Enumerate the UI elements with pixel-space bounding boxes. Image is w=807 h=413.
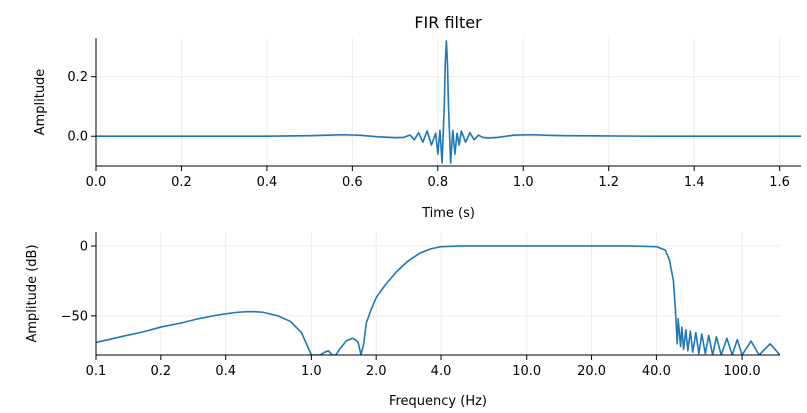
figure-title: FIR filter bbox=[414, 13, 482, 32]
x-tick-4: 0.8 bbox=[427, 166, 448, 190]
x-tick-label-3: 0.6 bbox=[342, 175, 363, 190]
y-tick-1: 0.2 bbox=[67, 70, 96, 85]
x-tick-7: 1.4 bbox=[684, 166, 705, 190]
x-tick-8: 40.0 bbox=[642, 355, 671, 379]
x-tick-0: 0.1 bbox=[86, 355, 107, 379]
x-tick-7: 20.0 bbox=[577, 355, 606, 379]
x-tick-label-6: 1.2 bbox=[598, 175, 619, 190]
y-tick-label-0: 0 bbox=[80, 239, 88, 254]
impulse-response-panel: 0.0 0.2 0.4 0.6 0.8 1.0 1.2 1.4 1.6 0.0 0.2 Time (… bbox=[33, 38, 801, 221]
frequency-grid bbox=[95, 232, 780, 355]
time-axis-label: Time (s) bbox=[421, 206, 475, 221]
x-tick-2: 0.4 bbox=[257, 166, 278, 190]
x-tick-label-7: 20.0 bbox=[577, 364, 606, 379]
y-tick-1: −50 bbox=[61, 309, 96, 324]
x-tick-5: 1.0 bbox=[513, 166, 534, 190]
y-tick-label-1: 0.2 bbox=[67, 70, 88, 85]
x-tick-3: 1.0 bbox=[301, 355, 322, 379]
x-tick-label-8: 1.6 bbox=[769, 175, 790, 190]
impulse-ticks: 0.0 0.2 0.4 0.6 0.8 1.0 1.2 1.4 1.6 0.0 0.2 bbox=[67, 70, 790, 190]
x-tick-label-8: 40.0 bbox=[642, 364, 671, 379]
x-tick-label-7: 1.4 bbox=[684, 175, 705, 190]
impulse-spines bbox=[95, 38, 801, 167]
y-tick-label-0: 0.0 bbox=[67, 130, 88, 145]
frequency-spines bbox=[95, 232, 780, 356]
x-tick-8: 1.6 bbox=[769, 166, 790, 190]
x-tick-label-1: 0.2 bbox=[171, 175, 192, 190]
frequency-ticks: 0.1 0.2 0.4 1.0 2.0 4.0 10.0 20.0 40.0 100.0 0 −50 bbox=[61, 239, 761, 379]
x-tick-label-4: 2.0 bbox=[366, 364, 387, 379]
x-tick-label-5: 1.0 bbox=[513, 175, 534, 190]
frequency-response-panel: 0.1 0.2 0.4 1.0 2.0 4.0 10.0 20.0 40.0 100.00−50 … bbox=[25, 232, 780, 409]
impulse-response-line bbox=[96, 40, 801, 164]
x-tick-9: 100.0 bbox=[723, 355, 761, 379]
x-tick-label-1: 0.2 bbox=[150, 364, 171, 379]
y-tick-label-1: −50 bbox=[61, 309, 88, 324]
y-tick-0: 0 bbox=[80, 239, 96, 254]
x-tick-label-4: 0.8 bbox=[427, 175, 448, 190]
x-tick-label-9: 100.0 bbox=[723, 364, 760, 379]
x-tick-0: 0.0 bbox=[86, 166, 107, 190]
x-tick-label-5: 4.0 bbox=[431, 364, 452, 379]
x-tick-label-6: 10.0 bbox=[512, 364, 541, 379]
x-tick-6: 1.2 bbox=[598, 166, 619, 190]
x-tick-label-0: 0.0 bbox=[86, 175, 107, 190]
x-tick-6: 10.0 bbox=[512, 355, 541, 379]
y-tick-0: 0.0 bbox=[67, 130, 96, 145]
frequency-response-line bbox=[96, 245, 780, 355]
amplitude-axis-label: Amplitude bbox=[33, 69, 48, 136]
x-tick-label-3: 1.0 bbox=[301, 364, 322, 379]
frequency-axis-label: Frequency (Hz) bbox=[389, 394, 487, 409]
x-tick-label-2: 0.4 bbox=[257, 175, 278, 190]
x-tick-4: 2.0 bbox=[366, 355, 387, 379]
x-tick-label-2: 0.4 bbox=[215, 364, 236, 379]
x-tick-1: 0.2 bbox=[150, 355, 171, 379]
x-tick-2: 0.4 bbox=[215, 355, 236, 379]
x-tick-1: 0.2 bbox=[171, 166, 192, 190]
amplitude-db-axis-label: Amplitude (dB) bbox=[25, 244, 40, 342]
x-tick-5: 4.0 bbox=[431, 355, 452, 379]
x-tick-3: 0.6 bbox=[342, 166, 363, 190]
x-tick-label-0: 0.1 bbox=[86, 364, 107, 379]
